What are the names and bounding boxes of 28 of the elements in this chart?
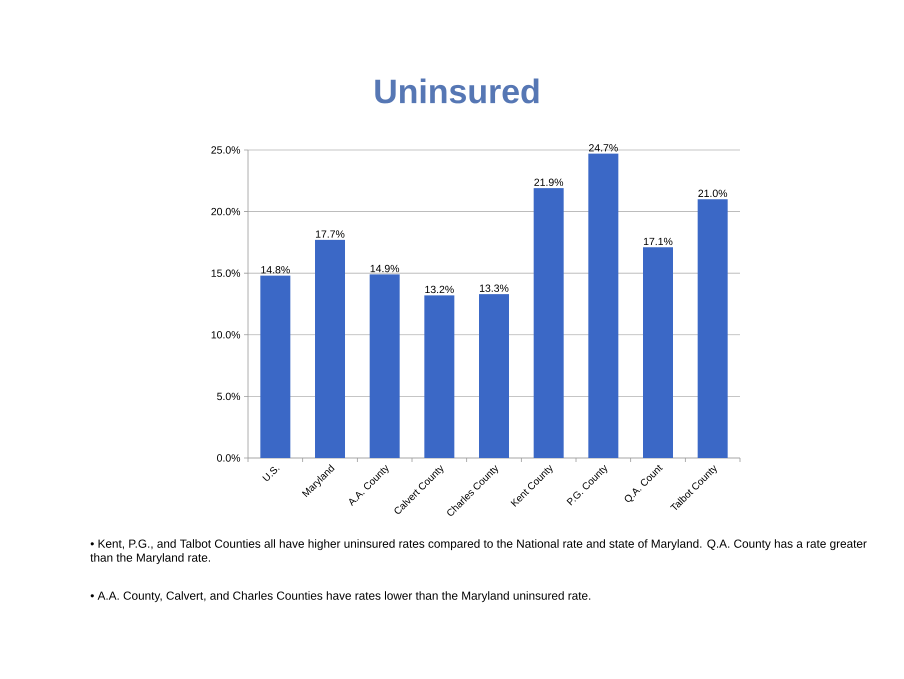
bar [260,276,290,458]
data-label: 13.3% [480,284,508,292]
bar [534,188,564,458]
chart-title: Uninsured [375,78,539,104]
data-label: 21.9% [534,178,564,186]
text: • Kent, P.G., and Talbot Counties all have higher uninsured rates compared to the National rate and state of Maryland. Q.A. County has a rate greater than the Maryland rate. [90,539,867,564]
data-label: 14.8% [261,266,290,274]
data-label: 21.0% [698,190,728,198]
bar [424,295,454,458]
y-tick-label: 0.0% [217,454,240,462]
y-tick-label: 25.0% [211,146,240,154]
y-tick-label: 20.0% [211,208,240,216]
y-tick-label: 5.0% [217,392,240,400]
bar [479,294,510,458]
bar [698,199,728,458]
bar [315,240,346,458]
data-label: 14.9% [370,264,400,272]
bar [370,274,400,458]
data-label: 24.7% [589,144,618,152]
data-label: 13.2% [425,286,454,294]
x-tick-label: U.S. [262,466,280,481]
data-label: 17.1% [644,238,672,246]
data-label: 17.7% [316,230,344,238]
text: • A.A. County, Calvert, and Charles Counties have rates lower than the Maryland uninsured rate. [90,591,590,602]
y-tick-label: 15.0% [212,269,240,277]
y-tick-label: 10.0% [212,331,240,338]
bar [588,154,618,458]
bar [643,247,674,458]
